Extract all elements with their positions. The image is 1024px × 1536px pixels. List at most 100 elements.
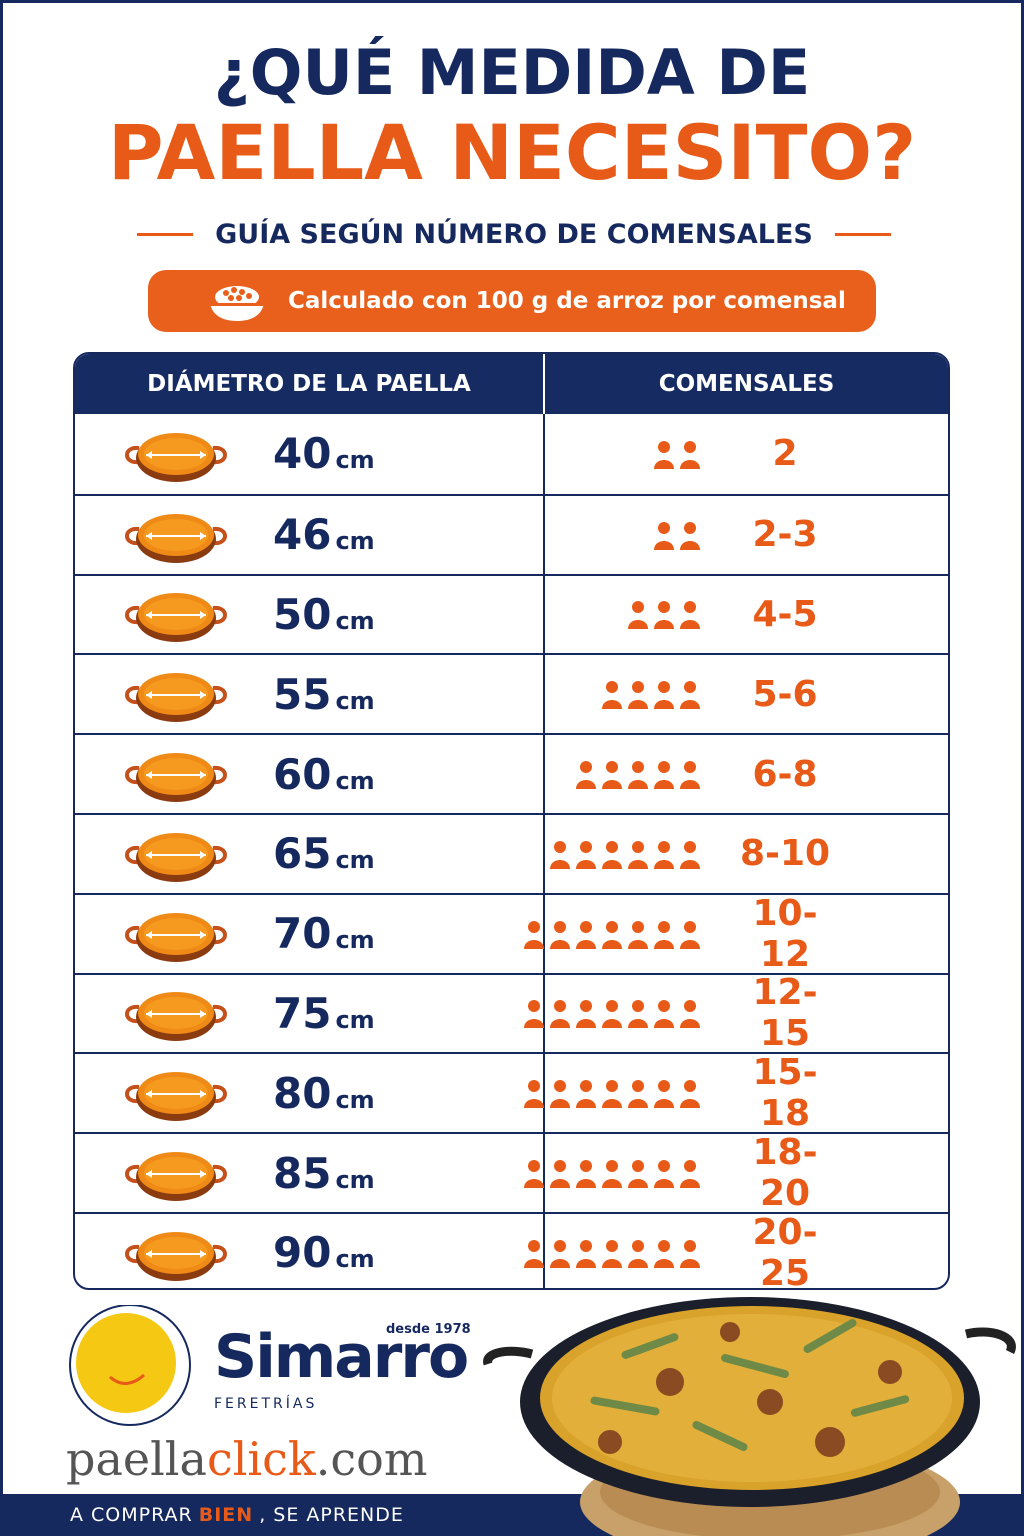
person-icon bbox=[602, 681, 622, 710]
header-guests: COMENSALES bbox=[658, 371, 835, 397]
diameter-cell: 90 cm bbox=[75, 1213, 545, 1288]
person-icon bbox=[550, 1080, 570, 1109]
guests-count: 15-18 bbox=[752, 1052, 818, 1135]
person-icon bbox=[602, 1160, 622, 1189]
table-row: 75 cm 12-15 bbox=[75, 972, 948, 1054]
slogan-part1: A COMPRAR bbox=[70, 1504, 193, 1526]
person-icon bbox=[576, 761, 596, 790]
people-icons bbox=[522, 1158, 702, 1189]
diameter-cell: 55 cm bbox=[75, 655, 545, 734]
brand-tagline: FERETRÍAS bbox=[214, 1396, 318, 1412]
people-icons bbox=[522, 1078, 702, 1109]
size-guide-table: DIÁMETRO DE LA PAELLA COMENSALES 40 cm 2 46… bbox=[73, 352, 950, 1290]
person-icon bbox=[628, 601, 648, 630]
paella-pan-icon bbox=[125, 912, 227, 962]
person-icon bbox=[654, 1000, 674, 1029]
person-icon bbox=[524, 1080, 544, 1109]
diameter-cell: 50 cm bbox=[75, 575, 545, 654]
diameter-value: 65 cm bbox=[273, 829, 375, 878]
person-icon bbox=[628, 761, 648, 790]
person-icon bbox=[680, 601, 700, 630]
paella-pan-icon bbox=[125, 673, 227, 723]
person-icon bbox=[576, 1160, 596, 1189]
guests-cell: 2-3 bbox=[545, 496, 948, 574]
diameter-value: 40 cm bbox=[273, 429, 375, 478]
guests-count: 10-12 bbox=[752, 892, 818, 975]
person-icon bbox=[654, 840, 674, 869]
diameter-unit: cm bbox=[335, 686, 375, 715]
diameter-unit: cm bbox=[335, 766, 375, 795]
diameter-unit: cm bbox=[335, 527, 375, 556]
person-icon bbox=[524, 1000, 544, 1029]
diameter-value: 70 cm bbox=[273, 909, 375, 958]
guests-count: 18-20 bbox=[752, 1132, 818, 1215]
guests-cell: 2 bbox=[545, 414, 948, 494]
diameter-unit: cm bbox=[335, 1245, 375, 1274]
person-icon bbox=[602, 1000, 622, 1029]
diameter-value: 50 cm bbox=[273, 590, 375, 639]
guests-count: 2 bbox=[772, 433, 798, 475]
guests-cell: 18-20 bbox=[524, 1132, 948, 1215]
diameter-cell: 85 cm bbox=[75, 1134, 545, 1212]
person-icon bbox=[550, 1239, 570, 1268]
guests-count: 2-3 bbox=[752, 514, 818, 556]
paella-pan-icon bbox=[125, 1152, 227, 1202]
people-icons bbox=[522, 998, 702, 1029]
divider-right bbox=[834, 232, 891, 236]
table-row: 80 cm 15-18 bbox=[75, 1052, 948, 1135]
diameter-unit: cm bbox=[335, 846, 375, 875]
person-icon bbox=[654, 1080, 674, 1109]
person-icon bbox=[602, 840, 622, 869]
people-icons bbox=[600, 679, 702, 710]
diameter-number: 40 bbox=[273, 429, 332, 479]
people-icons bbox=[626, 599, 702, 630]
person-icon bbox=[680, 840, 700, 869]
diameter-cell: 80 cm bbox=[75, 1054, 545, 1133]
diameter-cell: 40 cm bbox=[75, 414, 545, 494]
person-icon bbox=[654, 521, 674, 550]
guests-count: 5-6 bbox=[752, 673, 818, 715]
person-icon bbox=[628, 1080, 648, 1109]
website-link[interactable]: paellaclick.com bbox=[66, 1432, 427, 1486]
paella-pan-icon bbox=[125, 832, 227, 882]
subtitle-row: GUÍA SEGÚN NÚMERO DE COMENSALES bbox=[100, 212, 928, 256]
person-icon bbox=[524, 1160, 544, 1189]
diameter-number: 70 bbox=[273, 909, 332, 959]
slogan-part3: , SE APRENDE bbox=[259, 1504, 404, 1526]
diameter-unit: cm bbox=[335, 1085, 375, 1114]
guests-count: 4-5 bbox=[752, 593, 818, 635]
diameter-number: 55 bbox=[273, 669, 332, 719]
site-prefix: paella bbox=[66, 1432, 207, 1486]
table-row: 90 cm 20-25 bbox=[75, 1211, 948, 1290]
guests-cell: 10-12 bbox=[524, 892, 948, 975]
person-icon bbox=[602, 920, 622, 949]
person-icon bbox=[680, 761, 700, 790]
diameter-number: 90 bbox=[273, 1228, 332, 1278]
header-diameter: DIÁMETRO DE LA PAELLA bbox=[75, 354, 545, 414]
diameter-number: 75 bbox=[273, 988, 332, 1038]
brand-logo-icon bbox=[69, 1305, 191, 1426]
diameter-cell: 70 cm bbox=[75, 894, 545, 973]
paella-pan-icon bbox=[125, 1231, 227, 1281]
people-icons bbox=[652, 520, 702, 550]
diameter-number: 85 bbox=[273, 1148, 332, 1198]
person-icon bbox=[680, 521, 700, 550]
diameter-value: 90 cm bbox=[273, 1228, 375, 1277]
guests-cell: 12-15 bbox=[524, 972, 948, 1054]
person-icon bbox=[680, 920, 700, 949]
diameter-number: 50 bbox=[273, 589, 332, 639]
rice-note-text: Calculado con 100 g de arroz por comensa… bbox=[288, 288, 846, 314]
guests-cell: 8-10 bbox=[545, 815, 948, 893]
person-icon bbox=[654, 920, 674, 949]
table-row: 70 cm 10-12 bbox=[75, 892, 948, 975]
people-icons bbox=[522, 1238, 702, 1268]
person-icon bbox=[628, 1239, 648, 1268]
table-body: 40 cm 2 46 cm 2-3 50 cm 4-5 55 cm 5-6 60 cm 6-8 65 cm 8-1… bbox=[75, 414, 948, 1290]
paella-pan-icon bbox=[125, 753, 227, 803]
person-icon bbox=[602, 1239, 622, 1268]
diameter-value: 55 cm bbox=[273, 670, 375, 719]
guests-count: 20-25 bbox=[752, 1211, 818, 1290]
diameter-unit: cm bbox=[335, 1165, 375, 1194]
people-icons bbox=[574, 759, 702, 790]
